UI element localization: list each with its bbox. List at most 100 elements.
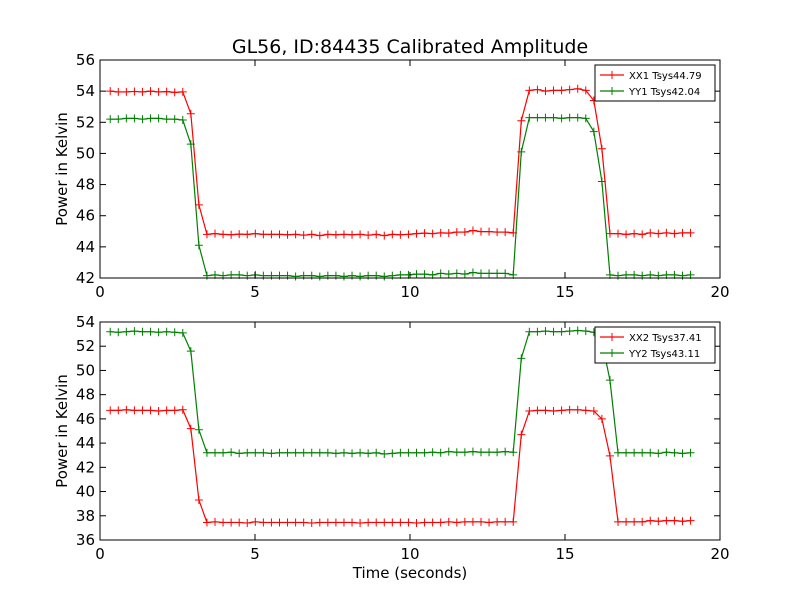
data-point-marker	[493, 517, 502, 526]
data-point-marker	[372, 230, 381, 239]
data-point-marker	[299, 231, 308, 240]
data-point-marker	[243, 230, 252, 239]
data-point-marker	[525, 407, 534, 416]
data-point-marker	[146, 114, 155, 123]
data-point-marker	[130, 406, 139, 415]
data-point-marker	[533, 85, 542, 94]
y-tick-label: 36	[76, 531, 95, 549]
data-point-marker	[476, 269, 485, 278]
data-point-marker	[186, 347, 195, 356]
data-point-marker	[638, 517, 647, 526]
data-point-marker	[565, 113, 574, 122]
data-point-marker	[178, 405, 187, 414]
data-point-marker	[485, 227, 494, 236]
data-point-marker	[557, 86, 566, 95]
data-point-marker	[460, 228, 469, 237]
data-point-marker	[219, 518, 228, 527]
data-point-marker	[388, 230, 397, 239]
x-tick-label: 15	[555, 283, 574, 301]
data-point-marker	[452, 228, 461, 237]
data-point-marker	[622, 448, 631, 457]
data-point-marker	[597, 177, 606, 186]
data-point-marker	[605, 376, 614, 385]
data-point-marker	[339, 230, 348, 239]
data-point-marker	[372, 448, 381, 457]
data-point-marker	[420, 229, 429, 238]
data-point-marker	[267, 518, 276, 527]
y-tick-label: 50	[76, 144, 95, 162]
top-panel-xx1-yy1: 0 5 10 15 20 42 44 46 48 50 52 54 56 Power in Kelvin X…	[53, 51, 730, 301]
data-point-marker	[235, 518, 244, 527]
data-point-marker	[646, 448, 655, 457]
data-point-marker	[476, 448, 485, 457]
data-point-marker	[614, 448, 623, 457]
data-point-marker	[380, 518, 389, 527]
data-point-marker	[573, 113, 582, 122]
data-point-marker	[468, 226, 477, 235]
y-tick-label: 54	[76, 313, 95, 331]
data-point-marker	[227, 448, 236, 457]
data-point-marker	[267, 230, 276, 239]
data-point-marker	[646, 516, 655, 525]
data-point-marker	[678, 449, 687, 458]
y-tick-label: 44	[76, 238, 95, 256]
data-point-marker	[283, 448, 292, 457]
data-point-marker	[211, 517, 220, 526]
y-tick-label: 56	[76, 51, 95, 69]
data-point-marker	[452, 448, 461, 457]
data-point-marker	[114, 406, 123, 415]
data-point-marker	[348, 449, 357, 458]
legend-marker	[608, 87, 616, 95]
data-point-marker	[654, 229, 663, 238]
data-point-marker	[114, 115, 123, 124]
data-point-marker	[251, 229, 260, 238]
y-tick-label: 44	[76, 434, 95, 452]
data-point-marker	[356, 272, 365, 281]
data-point-marker	[573, 405, 582, 414]
data-point-marker	[194, 241, 203, 250]
data-point-marker	[299, 448, 308, 457]
y-tick-label: 42	[76, 269, 95, 287]
data-point-marker	[162, 87, 171, 96]
data-point-marker	[428, 518, 437, 527]
data-point-marker	[275, 448, 284, 457]
data-point-marker	[186, 109, 195, 118]
data-point-marker	[106, 87, 115, 96]
data-point-marker	[686, 228, 695, 237]
data-point-marker	[541, 406, 550, 415]
data-point-marker	[186, 424, 195, 433]
y-tick-label: 46	[76, 207, 95, 225]
y-tick-label: 50	[76, 361, 95, 379]
data-point-marker	[356, 448, 365, 457]
data-point-marker	[315, 231, 324, 240]
data-point-marker	[420, 518, 429, 527]
data-point-marker	[146, 87, 155, 96]
data-point-marker	[106, 327, 115, 336]
data-point-marker	[452, 518, 461, 527]
data-point-marker	[202, 448, 211, 457]
legend-entry-label: XX1 Tsys44.79	[629, 71, 702, 82]
data-point-marker	[162, 115, 171, 124]
y-tick-label: 52	[76, 113, 95, 131]
data-point-marker	[331, 518, 340, 527]
legend-entry-label: XX2 Tsys37.41	[629, 333, 702, 344]
y-tick-label: 42	[76, 458, 95, 476]
data-point-marker	[154, 407, 163, 416]
data-point-marker	[557, 114, 566, 123]
y-tick-label: 40	[76, 483, 95, 501]
data-point-marker	[339, 448, 348, 457]
data-point-marker	[380, 272, 389, 281]
data-point-marker	[638, 230, 647, 239]
data-point-marker	[130, 87, 139, 96]
data-point-marker	[154, 328, 163, 337]
data-point-marker	[404, 230, 413, 239]
data-point-marker	[138, 406, 147, 415]
data-point-marker	[227, 230, 236, 239]
legend-marker	[608, 71, 616, 79]
data-point-marker	[106, 406, 115, 415]
data-point-marker	[501, 228, 510, 237]
data-point-marker	[412, 270, 421, 279]
x-tick-label: 20	[710, 283, 729, 301]
data-point-marker	[605, 229, 614, 238]
